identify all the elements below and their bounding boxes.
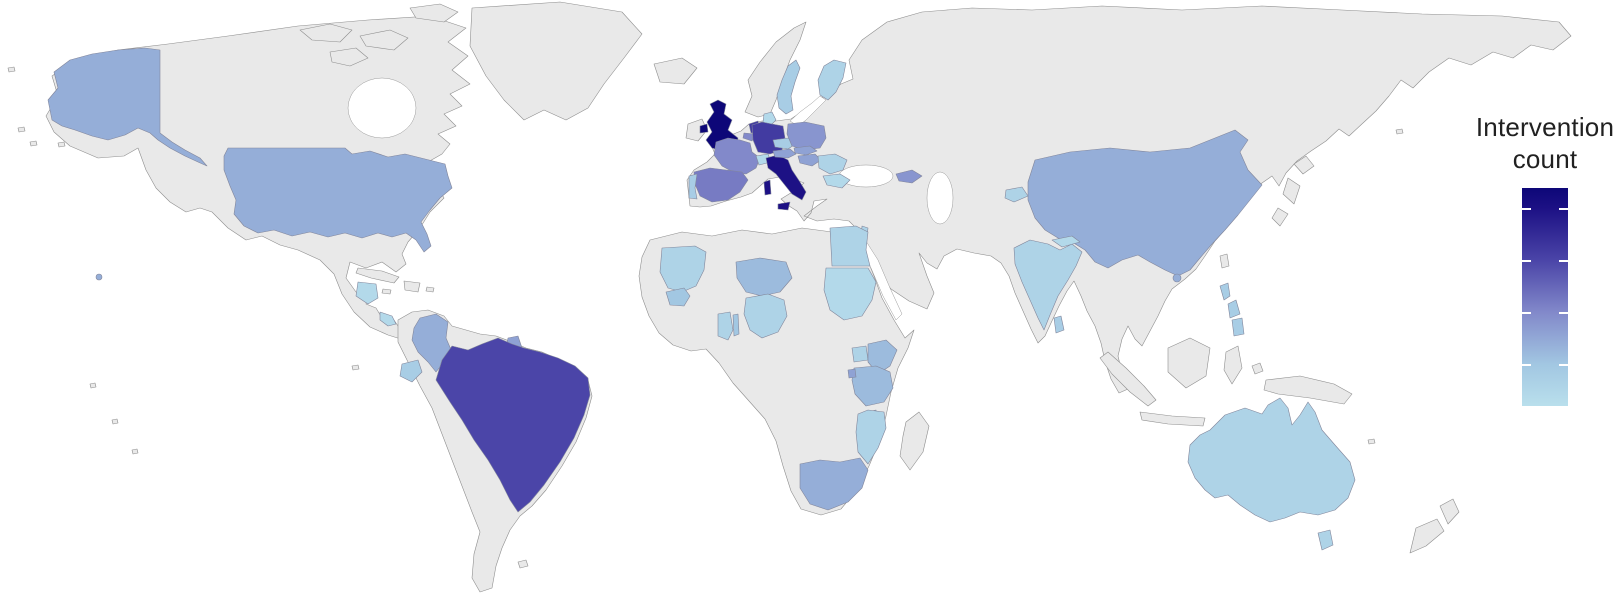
country-sri-lanka (1053, 315, 1065, 334)
country-united-states-mainland (223, 147, 453, 253)
country-mauritania (659, 245, 707, 293)
country-nigeria (743, 293, 788, 339)
legend-tick-dash-right (1559, 312, 1568, 314)
legend-title-line2: count (1512, 143, 1578, 174)
legend-tick-dash-left (1522, 208, 1531, 211)
country-austria (772, 148, 797, 159)
country-south-africa (799, 457, 869, 511)
seas (339, 77, 954, 321)
country-ghana (717, 311, 734, 341)
country-denmark (762, 111, 777, 127)
legend-tick-dash-left (1522, 260, 1531, 263)
country-slovakia (793, 145, 818, 156)
country-tajikistan (1004, 186, 1029, 203)
legend-title-line1: Intervention (1475, 112, 1615, 142)
black-sea (838, 164, 894, 188)
legend-tick-dash-right (1559, 208, 1568, 211)
country-ecuador (399, 359, 423, 383)
country-bulgaria (822, 173, 851, 189)
land-arctic-islands (299, 3, 987, 67)
legend-tick-dash-left (1522, 312, 1531, 314)
country-united-states-hawaii (95, 273, 103, 281)
legend-title: Intervention count (1441, 112, 1623, 175)
country-rwanda (847, 368, 857, 379)
land-new-guinea (1263, 375, 1353, 405)
country-nepal (1051, 235, 1081, 248)
land-new-zealand (1409, 498, 1460, 554)
land-iceland (653, 57, 698, 85)
country-china-hainan (1172, 273, 1182, 283)
country-hungary (797, 153, 822, 167)
country-italy (763, 154, 807, 211)
country-egypt (829, 225, 871, 267)
country-india (1013, 239, 1083, 331)
country-senegal (665, 287, 691, 307)
country-romania (817, 153, 848, 175)
legend: Intervention count 2015105 (1441, 112, 1623, 407)
country-spain (693, 167, 749, 203)
land-small-islands (7, 66, 1404, 569)
country-philippines (1219, 282, 1245, 337)
country-portugal (688, 173, 698, 200)
country-poland (786, 121, 827, 151)
country-australia (1187, 397, 1356, 523)
legend-tick-dash-right (1559, 260, 1568, 263)
country-niger (735, 257, 793, 297)
country-belgium (742, 132, 756, 142)
country-sweden (776, 59, 801, 115)
land-indonesia (1099, 337, 1264, 427)
hudson-bay (347, 77, 417, 139)
country-kenya (867, 339, 898, 375)
country-uganda (851, 345, 869, 363)
legend-colorbar-wrap: 2015105 (1522, 188, 1568, 407)
country-georgia (895, 169, 923, 184)
land-norway (744, 21, 807, 118)
country-tanzania (851, 365, 894, 407)
legend-tick-dash-right (1559, 363, 1568, 366)
land-taiwan (1219, 253, 1230, 269)
country-mozambique (855, 409, 887, 465)
legend-colorbar (1522, 188, 1568, 407)
country-brazil (435, 337, 591, 513)
country-togo (732, 313, 740, 337)
caspian-sea (926, 171, 954, 225)
legend-tick-dash-left (1522, 363, 1531, 366)
country-australia-tasmania (1317, 529, 1334, 551)
country-finland (817, 59, 847, 101)
land-ireland (685, 118, 708, 142)
country-guatemala (355, 281, 379, 305)
land-madagascar (899, 411, 930, 471)
land-japan (1271, 155, 1315, 227)
country-costa-rica (379, 311, 397, 327)
land-caribbean (355, 267, 435, 295)
country-sudan (823, 267, 877, 321)
land-greenland (469, 1, 643, 121)
choropleth-countries (47, 47, 1356, 551)
country-france (713, 137, 761, 175)
country-germany (751, 121, 786, 155)
country-united-states-alaska (47, 47, 208, 167)
